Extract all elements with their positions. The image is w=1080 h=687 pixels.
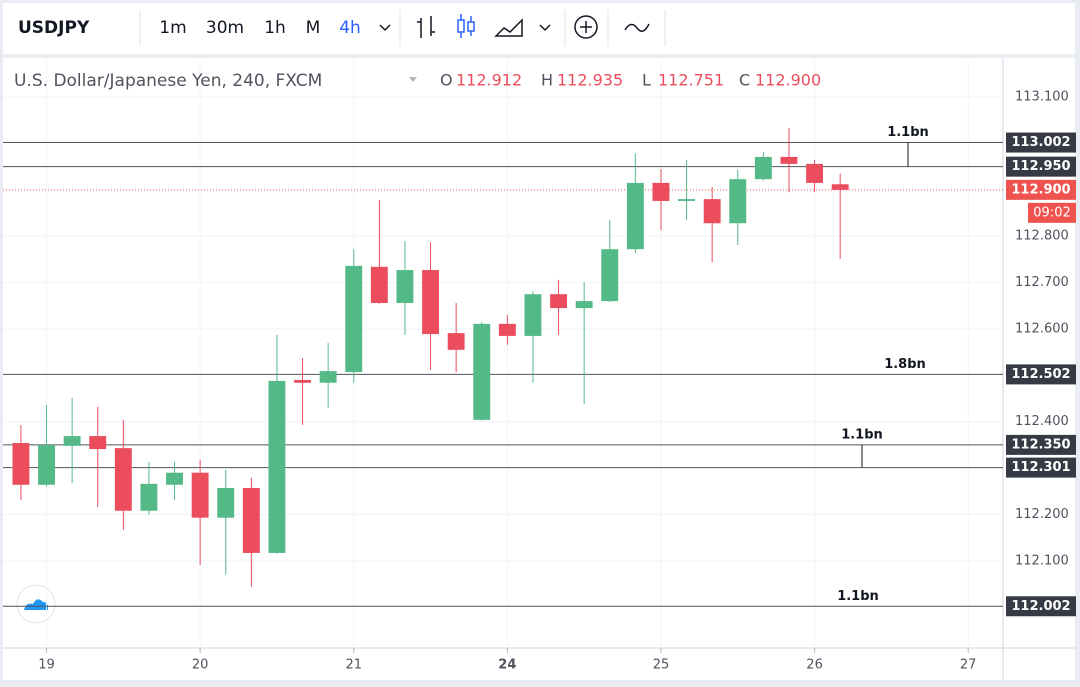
level-label: 112.502 [1011, 367, 1070, 382]
level-note: 1.8bn [884, 357, 926, 372]
bars-icon[interactable] [417, 16, 435, 38]
level-note: 1.1bn [837, 589, 879, 604]
x-tick-label: 24 [498, 658, 516, 673]
x-tick-label: 25 [653, 658, 670, 673]
level-label: 112.002 [1011, 599, 1070, 614]
chart-title: U.S. Dollar/Japanese Yen, 240, FXCM [14, 71, 322, 91]
candle-body [166, 472, 183, 485]
candle-body [780, 156, 798, 164]
candle-body [626, 182, 644, 250]
last-price-box [1006, 179, 1076, 200]
separators [139, 10, 666, 46]
candle-body [319, 371, 337, 383]
candle-body [12, 443, 30, 485]
area-icon[interactable] [494, 18, 523, 37]
candle-body [422, 270, 439, 335]
legend-value: 112.912 [456, 71, 522, 90]
level-label-box [1006, 132, 1076, 153]
candle-body [294, 379, 311, 383]
interval-button[interactable]: M [306, 18, 321, 38]
candle-body [396, 270, 414, 303]
logo[interactable] [16, 584, 56, 624]
legend-value: 112.751 [658, 71, 724, 90]
candle-body [729, 179, 747, 224]
y-tick-label: 112.200 [1015, 507, 1069, 522]
x-tick-label: 20 [192, 658, 209, 673]
candle-body [601, 249, 619, 302]
candle-body [370, 266, 388, 303]
level-label-box [1006, 156, 1076, 177]
candle-body [140, 483, 158, 511]
x-tick-label: 27 [960, 658, 977, 673]
interval-button[interactable]: 4h [339, 18, 361, 38]
compare-icon[interactable] [574, 15, 598, 39]
candle-body [345, 265, 363, 373]
candles-icon[interactable] [457, 14, 475, 38]
countdown-box [1028, 202, 1076, 223]
interval-menu[interactable] [379, 24, 391, 32]
chart-type-menu[interactable] [539, 24, 551, 32]
last-price-label: 112.900 [1011, 182, 1070, 197]
level-label-box [1006, 364, 1076, 385]
x-tick-label: 26 [806, 658, 823, 673]
level-label-box [1006, 596, 1076, 617]
candle-body [652, 182, 670, 201]
level-label: 113.002 [1011, 135, 1070, 150]
y-tick-label: 112.100 [1015, 553, 1069, 568]
countdown: 09:02 [1033, 205, 1070, 220]
level-note: 1.1bn [841, 427, 883, 442]
candle-body [575, 301, 593, 309]
candle-body [524, 294, 542, 336]
candle-body [268, 380, 286, 553]
legend-key: L [642, 71, 651, 90]
candle-body [38, 444, 55, 485]
candle-body [498, 323, 516, 336]
symbol[interactable]: USDJPY [18, 18, 90, 38]
legend-key: O [440, 71, 453, 90]
level-label: 112.301 [1011, 460, 1070, 475]
candle-body [550, 294, 568, 309]
x-tick-label: 19 [38, 658, 55, 673]
candle-body [678, 199, 696, 201]
interval-button[interactable]: 30m [206, 18, 244, 38]
y-tick-label: 112.600 [1015, 321, 1069, 336]
y-tick-label: 112.400 [1015, 414, 1069, 429]
candle-body [242, 488, 260, 553]
candle-body [114, 448, 132, 511]
legend-key: C [739, 71, 750, 90]
y-tick-label: 112.800 [1015, 229, 1069, 244]
legend-value: 112.935 [557, 71, 623, 90]
candle-body [63, 436, 81, 446]
candle-body [217, 488, 235, 518]
level-label-box [1006, 457, 1076, 478]
candle-body [89, 436, 107, 450]
level-label-box [1006, 434, 1076, 455]
chart-panel [3, 58, 1075, 680]
candle-body [473, 323, 491, 420]
y-tick-label: 113.100 [1015, 90, 1069, 105]
candle-body [806, 163, 824, 183]
candle-body [831, 184, 849, 190]
level-label: 112.350 [1011, 437, 1070, 452]
y-tick-label: 112.700 [1015, 275, 1069, 290]
candle-body [191, 472, 209, 518]
interval-button[interactable]: 1h [264, 18, 286, 38]
legend-value: 112.900 [755, 71, 821, 90]
legend-key: H [541, 71, 553, 90]
x-tick-label: 21 [345, 658, 362, 673]
level-label: 112.950 [1011, 159, 1070, 174]
level-note: 1.1bn [887, 125, 929, 140]
indicators-icon[interactable] [624, 23, 650, 32]
candle-body [447, 333, 465, 350]
candle-body [754, 156, 772, 180]
interval-button[interactable]: 1m [159, 18, 186, 38]
toolbar [3, 3, 1075, 54]
legend-menu [409, 77, 417, 82]
candle-body [703, 199, 721, 224]
